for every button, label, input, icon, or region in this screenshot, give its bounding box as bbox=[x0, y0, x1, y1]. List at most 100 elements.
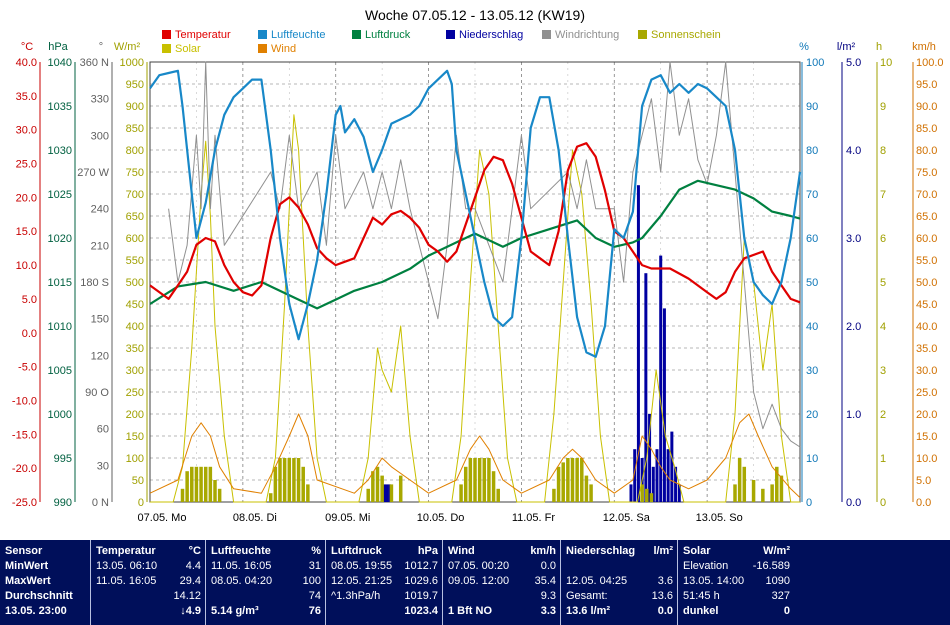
bar-sonnenschein-43 bbox=[645, 488, 649, 502]
table-cell-label: 12.05. 04:25 bbox=[566, 575, 628, 587]
axis-4-tick-10: 0 bbox=[806, 497, 812, 509]
axis-5-tick-0: 5.0 bbox=[846, 57, 861, 69]
table-cell-label: 51:45 h bbox=[683, 590, 720, 602]
axis-1-tick-3: 1025 bbox=[48, 189, 72, 201]
table-cell-value: 4.4 bbox=[185, 560, 201, 572]
bar-sonnenschein-16 bbox=[301, 466, 305, 502]
table-cell-value: 327 bbox=[771, 590, 790, 602]
legend-label-2: Luftdruck bbox=[365, 29, 411, 41]
axis-7-tick-5: 75.0 bbox=[916, 167, 937, 179]
table-row: 1 Bft NO 3.3 bbox=[443, 604, 561, 619]
table-col-0: Sensor MinWert MaxWert Durchschnitt 13.05. 2… bbox=[0, 540, 90, 625]
legend-swatch-1 bbox=[258, 30, 267, 39]
bar-sonnenschein-38 bbox=[575, 458, 579, 502]
bar-sonnenschein-2 bbox=[190, 466, 194, 502]
bar-niederschlag-7 bbox=[644, 273, 648, 502]
axis-7-tick-1: 95.0 bbox=[916, 79, 937, 91]
axis-2-tick-1: 330 bbox=[91, 94, 109, 106]
axis-6-tick-0: 10 bbox=[880, 57, 892, 69]
axis-4-tick-8: 20 bbox=[806, 409, 818, 421]
bar-sonnenschein-33 bbox=[552, 488, 556, 502]
table-row: 13.05. 06:10 4.4 bbox=[91, 559, 206, 574]
bar-niederschlag-16 bbox=[677, 484, 681, 502]
x-tick-4: 11.05. Fr bbox=[512, 512, 556, 524]
axis-3-tick-12: 400 bbox=[126, 321, 144, 333]
table-cell-label: 11.05. 16:05 bbox=[96, 575, 157, 587]
bar-sonnenschein-12 bbox=[282, 458, 287, 502]
table-col-header: Sensor bbox=[0, 544, 90, 559]
axis-4-tick-7: 30 bbox=[806, 365, 818, 377]
x-tick-6: 13.05. So bbox=[696, 512, 743, 524]
table-cell-value: -16.589 bbox=[752, 560, 790, 572]
axis-0-tick-12: -20.0 bbox=[12, 463, 37, 475]
x-tick-0: 07.05. Mo bbox=[138, 512, 187, 524]
weather-chart: Woche 07.05.12 - 13.05.12 (KW19) Tempera… bbox=[12, 7, 944, 524]
bar-niederschlag-12 bbox=[662, 308, 666, 502]
legend: Temperatur Luftfeuchte Luftdruck Niederschl… bbox=[162, 29, 721, 55]
axis-7-tick-19: 5.0 bbox=[916, 475, 931, 487]
bar-niederschlag-9 bbox=[651, 466, 655, 502]
axis-2-tick-5: 210 bbox=[91, 240, 109, 252]
bar-sonnenschein-13 bbox=[287, 458, 292, 502]
axes: °C40.035.030.025.020.015.010.05.00.0-5.0… bbox=[12, 41, 944, 509]
bar-sonnenschein-0 bbox=[180, 488, 185, 502]
table-row: 14.12 bbox=[91, 589, 206, 604]
table-col-header: Luftfeuchte% bbox=[206, 544, 326, 559]
table-row: 11.05. 16:05 29.4 bbox=[91, 574, 206, 589]
bar-sonnenschein-9 bbox=[268, 493, 273, 502]
table-cell-label: Durchschnitt bbox=[5, 590, 73, 602]
axis-1-tick-2: 1030 bbox=[48, 145, 72, 157]
bar-niederschlag-3 bbox=[629, 484, 633, 502]
axis-3-tick-3: 850 bbox=[126, 123, 144, 135]
axis-1-tick-10: 990 bbox=[54, 497, 72, 509]
bar-niederschlag-11 bbox=[659, 255, 663, 502]
axis-7-tick-16: 20.0 bbox=[916, 409, 937, 421]
legend-label-3: Niederschlag bbox=[459, 29, 523, 41]
axis-5-tick-3: 2.0 bbox=[846, 321, 861, 333]
axis-7-tick-18: 10.0 bbox=[916, 453, 937, 465]
table-row: 74 bbox=[206, 589, 326, 604]
table-cell-label: Elevation bbox=[683, 560, 729, 572]
bar-sonnenschein-45 bbox=[733, 484, 737, 502]
table-row: 5.14 g/m³ 76 bbox=[206, 604, 326, 619]
table-row: 08.05. 04:20 100 bbox=[206, 574, 326, 589]
table-cell-value: 0.0 bbox=[657, 605, 673, 617]
axis-3-tick-15: 250 bbox=[126, 387, 144, 399]
axis-unit-6: h bbox=[876, 41, 882, 53]
table-cell-label: MaxWert bbox=[5, 575, 51, 587]
axis-0-tick-4: 20.0 bbox=[16, 192, 37, 204]
legend-label-0: Temperatur bbox=[175, 29, 231, 41]
table-row: 09.05. 12:00 35.4 bbox=[443, 574, 561, 589]
axis-3-tick-18: 100 bbox=[126, 453, 144, 465]
bar-niederschlag-2 bbox=[388, 484, 392, 502]
axis-1-tick-1: 1035 bbox=[48, 101, 72, 113]
table-cell-value: 3.3 bbox=[540, 605, 556, 617]
bar-sonnenschein-3 bbox=[194, 466, 199, 502]
table-row: Gesamt: 13.6 bbox=[561, 589, 678, 604]
table-cell-value: 76 bbox=[308, 605, 321, 617]
axis-3-tick-8: 600 bbox=[126, 233, 144, 245]
axis-1-tick-6: 1010 bbox=[48, 321, 72, 333]
axis-7-tick-13: 35.0 bbox=[916, 343, 937, 355]
bar-sonnenschein-50 bbox=[770, 484, 774, 502]
bar-sonnenschein-35 bbox=[561, 462, 565, 502]
bar-sonnenschein-39 bbox=[580, 458, 584, 502]
table-cell-value: 35.4 bbox=[534, 575, 556, 587]
bar-sonnenschein-25 bbox=[463, 466, 468, 502]
axis-7-tick-15: 25.0 bbox=[916, 387, 937, 399]
table-cell-value: 1029.6 bbox=[404, 575, 438, 587]
bar-niederschlag-14 bbox=[670, 431, 674, 502]
bar-sonnenschein-36 bbox=[566, 458, 570, 502]
axis-3-tick-0: 1000 bbox=[120, 57, 144, 69]
axis-3-tick-1: 950 bbox=[126, 79, 144, 91]
legend-swatch-0 bbox=[162, 30, 171, 39]
axis-0-tick-2: 30.0 bbox=[16, 125, 37, 137]
table-cell-value: 74 bbox=[308, 590, 321, 602]
series-lines bbox=[149, 61, 802, 503]
bar-sonnenschein-51 bbox=[775, 466, 779, 502]
axis-3-tick-7: 650 bbox=[126, 211, 144, 223]
axis-2-tick-6: 180 S bbox=[80, 277, 109, 289]
table-col-unit: l/m² bbox=[653, 545, 673, 557]
bar-sonnenschein-47 bbox=[742, 466, 747, 502]
axis-4-tick-4: 60 bbox=[806, 233, 818, 245]
